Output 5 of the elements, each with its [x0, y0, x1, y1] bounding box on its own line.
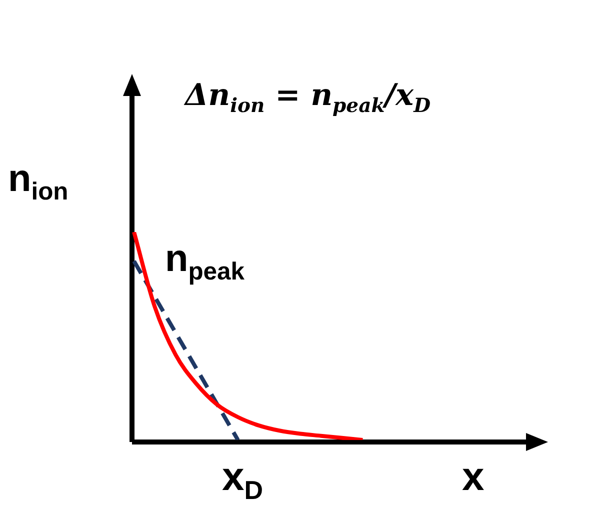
chart-title: Δn$_{ion}$ = n$_{peak}$/x$_{D}$ [185, 78, 430, 117]
annotation: n$_{peak}$ [165, 238, 244, 287]
text: x$_{D}$ [222, 455, 264, 506]
y-axis-title: n$_{ion}$ [8, 158, 68, 207]
x-axis-title: x [462, 455, 484, 500]
